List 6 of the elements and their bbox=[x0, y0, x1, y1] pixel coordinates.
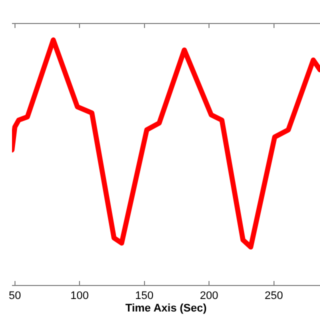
x-tick-label: 200 bbox=[200, 290, 218, 302]
x-axis-title: Time Axis (Sec) bbox=[125, 302, 207, 314]
x-tick-label: 150 bbox=[135, 290, 154, 302]
x-tick-label: 100 bbox=[70, 290, 89, 302]
x-tick-label: 250 bbox=[264, 290, 283, 302]
x-tick-label: 50 bbox=[8, 290, 21, 302]
